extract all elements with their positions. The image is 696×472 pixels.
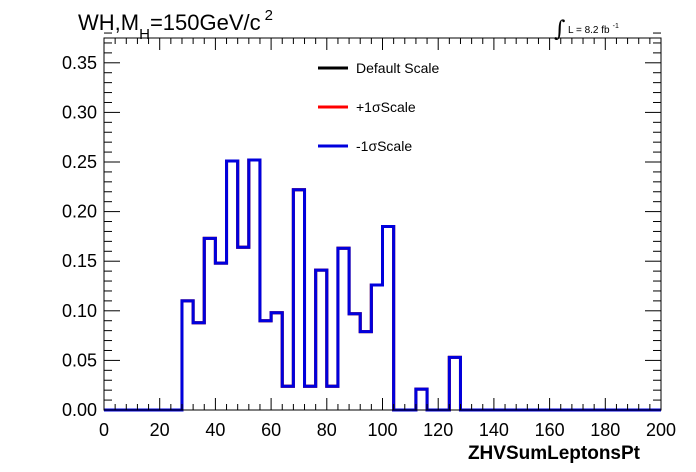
title-rest: =150GeV/c [150,10,261,35]
lumi-text: L = 8.2 fb [568,25,610,36]
y-tick-label: 0.10 [62,301,97,321]
y-tick-label: 0.35 [62,53,97,73]
x-tick-label: 60 [261,420,281,440]
y-tick-label: 0.25 [62,152,97,172]
x-tick-label: 120 [423,420,453,440]
title-superscript: 2 [265,7,273,24]
legend-entry-1: +1σScale [356,99,416,115]
y-tick-label: 0.05 [62,350,97,370]
title-subscript: H [139,26,150,43]
legend-entry-0: Default Scale [356,60,439,76]
x-tick-label: 0 [99,420,109,440]
lumi-superscript: -1 [613,23,619,30]
y-tick-label: 0.00 [62,400,97,420]
y-tick-label: 0.15 [62,251,97,271]
x-tick-label: 180 [590,420,620,440]
chart-title: WH,MH=150GeV/c 2 [78,7,273,43]
y-tick-label: 0.30 [62,102,97,122]
x-tick-label: 140 [479,420,509,440]
x-tick-label: 100 [367,420,397,440]
x-tick-label: 20 [150,420,170,440]
y-tick-label: 0.20 [62,202,97,222]
x-tick-label: 200 [646,420,676,440]
title-main: WH,M [78,10,139,35]
legend: Default Scale +1σScale -1σScale [318,60,439,154]
lumi-label: L = 8.2 fb -1 [568,23,619,36]
x-tick-label: 160 [535,420,565,440]
lumi-integral-symbol: ∫ [554,17,566,42]
axis-layer: 0 20 40 60 80 100 120 140 160 180 200 0.00 0.05 0.10 0… [62,32,676,440]
x-tick-label: 80 [317,420,337,440]
x-axis-label: ZHVSumLeptonsPt [468,443,641,464]
legend-entry-2: -1σScale [356,138,412,154]
x-tick-label: 40 [205,420,225,440]
